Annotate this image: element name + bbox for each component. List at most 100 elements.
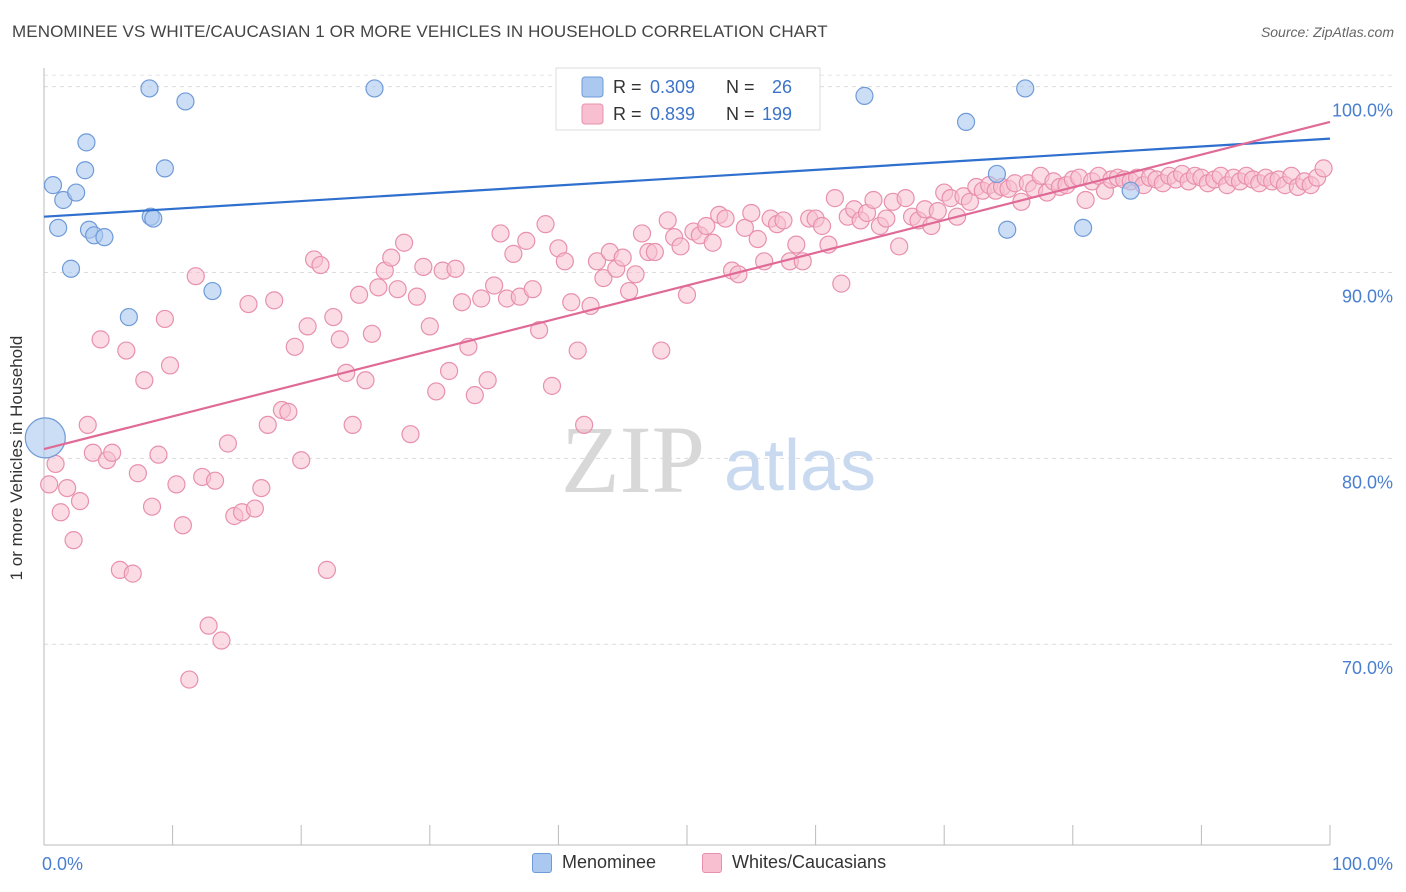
point-whites (149, 445, 168, 464)
point-menominee (76, 161, 95, 180)
point-whites (562, 293, 581, 312)
point-whites (568, 341, 587, 360)
point-whites (517, 231, 536, 250)
series-menominee-points (24, 79, 1140, 459)
point-whites (697, 216, 716, 236)
point-menominee (956, 112, 976, 132)
point-whites (652, 341, 671, 360)
point-whites (555, 252, 574, 271)
point-whites (677, 285, 697, 304)
y-axis-label: 1 or more Vehicles in Household (7, 335, 26, 581)
point-whites (439, 361, 459, 381)
point-whites (504, 244, 523, 263)
point-whites (446, 259, 465, 278)
point-whites (311, 255, 330, 275)
point-whites (587, 252, 607, 271)
point-whites (205, 471, 225, 490)
point-whites (613, 248, 632, 267)
point-menominee (1073, 218, 1093, 237)
point-whites (407, 287, 427, 306)
point-whites (292, 451, 311, 470)
legend-r-label-whites: R = (613, 104, 642, 124)
point-whites (748, 229, 767, 249)
point-whites (258, 415, 277, 434)
point-whites (218, 434, 237, 453)
point-menominee (855, 86, 874, 105)
point-menominee (67, 183, 86, 202)
point-whites (896, 189, 915, 208)
point-menominee (987, 164, 1007, 184)
stats-legend: R = 0.309 N = 26 R = 0.839 N = 199 (555, 67, 821, 131)
y-tick-label: 80.0% (1342, 472, 1393, 492)
point-whites (890, 237, 909, 256)
point-whites (78, 415, 97, 434)
point-whites (485, 276, 504, 295)
point-whites (173, 516, 192, 535)
point-whites (356, 371, 375, 390)
point-whites (388, 280, 407, 299)
point-whites (64, 531, 83, 550)
point-whites (1314, 159, 1333, 178)
legend-r-value-menominee: 0.309 (650, 77, 695, 97)
point-whites (742, 203, 761, 223)
point-whites (620, 281, 639, 301)
point-whites (160, 356, 180, 375)
point-menominee (998, 220, 1017, 239)
point-whites (70, 492, 90, 511)
point-whites (575, 415, 594, 434)
x-tick-label-max: 100.0% (1332, 854, 1393, 874)
y-tick-label: 100.0% (1332, 101, 1393, 121)
point-whites (626, 265, 645, 284)
point-whites (774, 211, 793, 230)
point-whites (252, 479, 271, 498)
point-menominee (155, 159, 174, 178)
point-whites (285, 337, 304, 356)
bottom-legend-swatch-menominee (532, 852, 552, 873)
point-whites (142, 497, 162, 516)
point-whites (135, 371, 154, 390)
point-menominee (49, 218, 68, 237)
point-menominee (176, 92, 195, 111)
point-whites (298, 317, 317, 336)
point-whites (420, 317, 439, 336)
legend-swatch-menominee (581, 76, 604, 98)
point-whites (199, 616, 218, 635)
point-whites (83, 443, 102, 462)
bottom-legend-label-menominee: Menominee (562, 852, 657, 872)
point-whites (542, 376, 562, 395)
point-menominee (95, 228, 114, 247)
point-menominee (43, 176, 63, 195)
bottom-legend: Menominee Whites/Caucasians (0, 852, 1406, 876)
point-whites (832, 274, 851, 293)
point-whites (91, 330, 110, 349)
y-tick-label: 70.0% (1342, 658, 1393, 678)
point-menominee (144, 209, 163, 228)
point-whites (427, 382, 446, 401)
point-whites (155, 309, 174, 329)
point-whites (123, 564, 142, 583)
point-whites (645, 242, 664, 262)
trend-lines (43, 120, 1331, 451)
chart-title: MENOMINEE VS WHITE/CAUCASIAN 1 OR MORE V… (12, 22, 828, 41)
point-whites (1076, 190, 1095, 210)
point-whites (382, 248, 401, 267)
point-whites (523, 280, 542, 299)
point-whites (491, 224, 510, 243)
point-menominee (140, 79, 159, 98)
point-whites (103, 443, 122, 462)
point-whites (245, 499, 265, 518)
legend-n-value-whites: 199 (762, 104, 792, 124)
source-credit: Source: ZipAtlas.com (1260, 24, 1394, 40)
point-whites (658, 211, 677, 230)
bottom-legend-swatch-whites (702, 852, 722, 873)
point-menominee (1016, 79, 1035, 98)
point-whites (279, 402, 298, 421)
legend-r-label-menominee: R = (613, 77, 642, 97)
point-menominee (61, 259, 81, 278)
bottom-legend-item-menominee: Menominee (532, 852, 656, 873)
point-whites (877, 209, 896, 228)
point-whites (265, 291, 284, 310)
watermark-atlas: atlas (724, 426, 876, 506)
point-whites (478, 371, 497, 390)
point-whites (167, 475, 186, 494)
